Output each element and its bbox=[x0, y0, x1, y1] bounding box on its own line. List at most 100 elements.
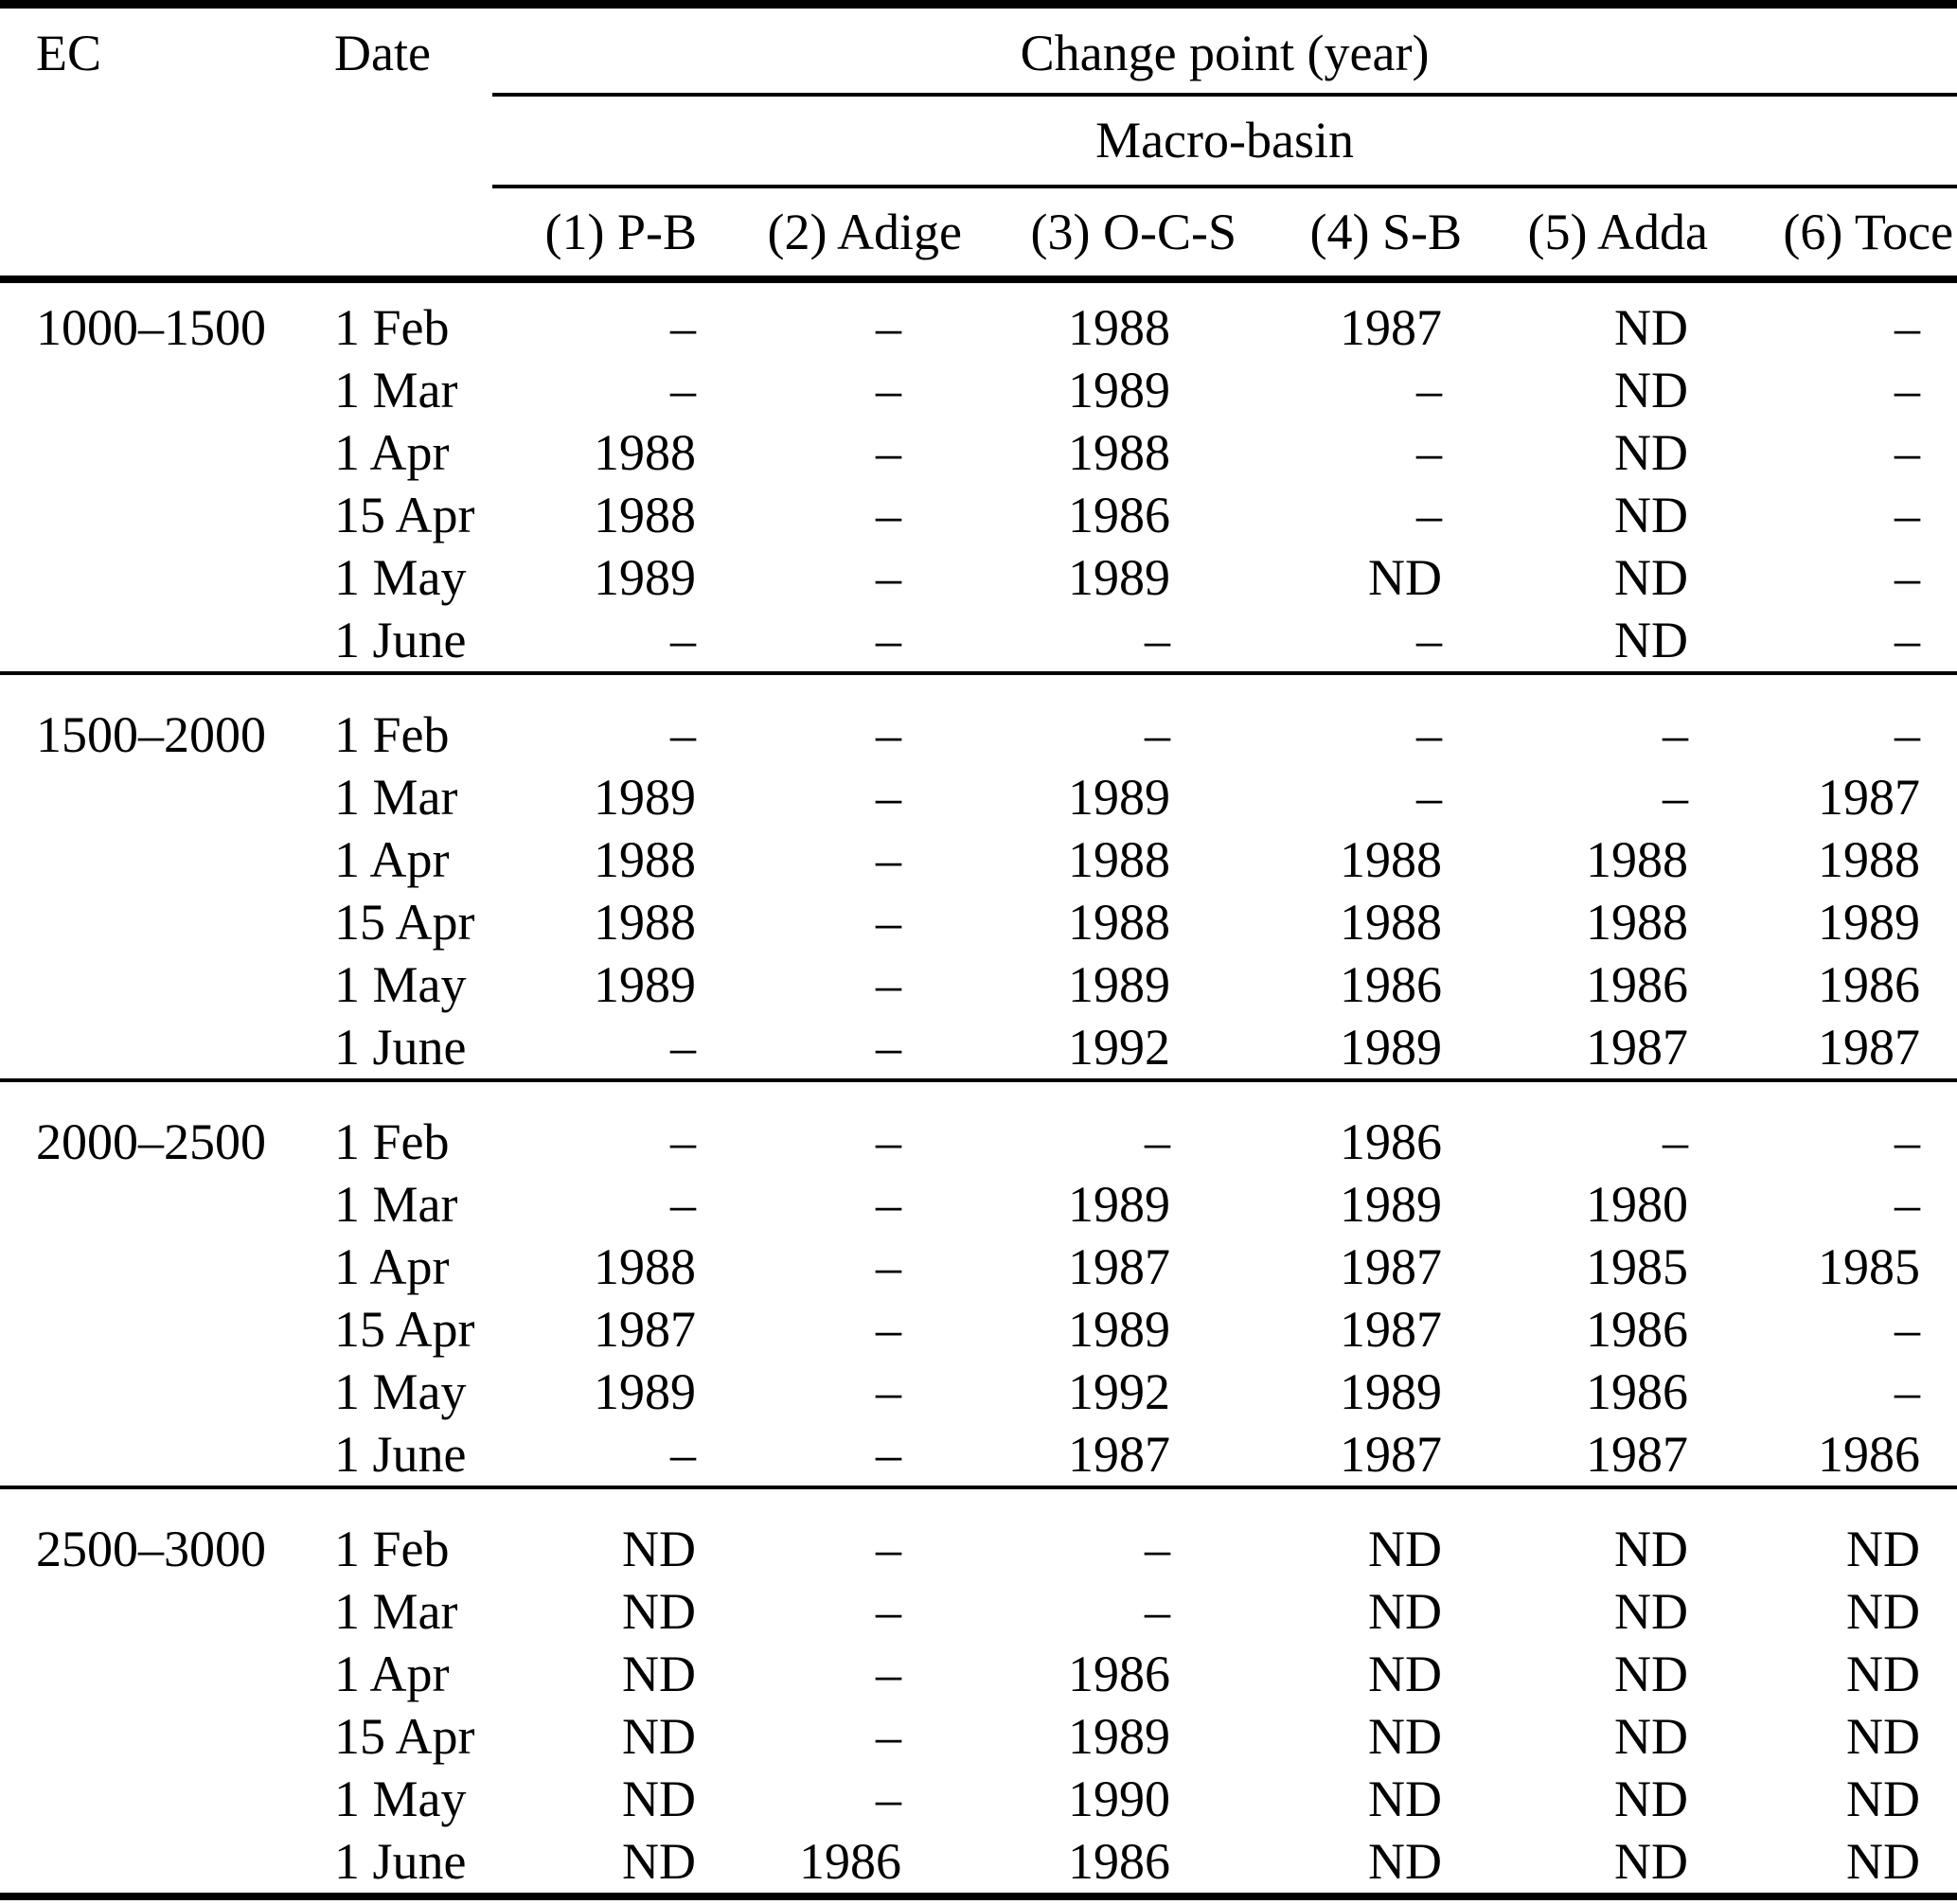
column-header-macro-basin: Macro-basin bbox=[492, 94, 1957, 188]
table-row: 15 Apr 1987 – 1989 1987 1986 – bbox=[0, 1298, 1957, 1361]
column-header-basin-sb: (4) S-B bbox=[1240, 186, 1466, 283]
value-cell: ND bbox=[1846, 1645, 1921, 1702]
value-cell: – bbox=[492, 1077, 701, 1173]
ec-empty-cell bbox=[0, 1768, 334, 1830]
value-cell: ND bbox=[1614, 1582, 1688, 1640]
value-cell: – bbox=[1895, 611, 1921, 668]
date-cell: 15 Apr bbox=[334, 1707, 475, 1765]
value-cell: – bbox=[876, 893, 901, 951]
value-cell: ND bbox=[1368, 548, 1442, 606]
value-cell: 1989 bbox=[1340, 1018, 1442, 1076]
value-cell: 1987 bbox=[1340, 1425, 1442, 1483]
table-row: 1 May 1989 – 1989 1986 1986 1986 bbox=[0, 953, 1957, 1016]
ec-empty-cell bbox=[0, 1423, 334, 1487]
date-cell: 1 Apr bbox=[334, 1237, 450, 1295]
value-cell: 1989 bbox=[594, 768, 696, 826]
column-header-basin-adige: (2) Adige bbox=[701, 186, 966, 283]
value-cell: ND bbox=[1614, 611, 1688, 668]
table-row: 1000–1500 1 Feb – – 1988 1987 ND – bbox=[0, 279, 1957, 359]
value-cell: 1987 bbox=[1340, 1237, 1442, 1295]
value-cell: – bbox=[1145, 611, 1170, 668]
value-cell: 1987 bbox=[1586, 1018, 1688, 1076]
value-cell: 1986 bbox=[1068, 486, 1170, 543]
value-cell: 1988 bbox=[594, 486, 696, 543]
value-cell: – bbox=[1416, 486, 1442, 543]
value-cell: – bbox=[876, 1425, 901, 1483]
value-cell: 1988 bbox=[594, 830, 696, 888]
value-cell: ND bbox=[1614, 548, 1688, 606]
value-cell: – bbox=[1895, 1362, 1921, 1420]
table-row: 1 June – – 1987 1987 1987 1986 bbox=[0, 1423, 1957, 1487]
value-cell: – bbox=[1895, 298, 1921, 356]
value-cell: ND bbox=[492, 1829, 701, 1900]
column-header-basin-toce: (6) Toce bbox=[1712, 186, 1957, 283]
table-row: 2000–2500 1 Feb – – –1986– – bbox=[0, 1077, 1957, 1173]
value-cell: – bbox=[876, 611, 901, 668]
value-cell: ND bbox=[1846, 1582, 1921, 1640]
date-cell: 1 Feb bbox=[334, 298, 450, 356]
header-row-top: EC Date Change point (year) bbox=[0, 0, 1957, 283]
value-cell: – bbox=[1466, 1077, 1712, 1173]
date-cell: 1 May bbox=[334, 1362, 467, 1420]
value-cell: – bbox=[876, 1175, 901, 1233]
value-cell: – bbox=[492, 670, 701, 766]
value-cell: – bbox=[1145, 1582, 1170, 1640]
date-cell: 1 Mar bbox=[334, 361, 458, 418]
ec-range-label: 2500–3000 bbox=[0, 1485, 334, 1580]
ec-empty-cell bbox=[0, 1580, 334, 1643]
value-cell: 1987 bbox=[1818, 1018, 1921, 1076]
date-cell: 1 Mar bbox=[334, 1582, 458, 1640]
value-cell: – bbox=[1663, 768, 1688, 826]
value-cell: 1987 bbox=[1068, 1425, 1170, 1483]
value-cell: 1988 bbox=[594, 1237, 696, 1295]
value-cell: 1988 bbox=[1340, 830, 1442, 888]
value-cell: 1988 bbox=[1068, 298, 1170, 356]
ec-empty-cell bbox=[0, 766, 334, 828]
value-cell: – bbox=[670, 1175, 696, 1233]
value-cell: – bbox=[1416, 361, 1442, 418]
ec-empty-cell bbox=[0, 953, 334, 1016]
value-cell: – bbox=[876, 1362, 901, 1420]
ec-empty-cell bbox=[0, 1298, 334, 1361]
table-row: 1 Mar ND – – ND ND ND bbox=[0, 1580, 1957, 1643]
ec-group-1: 1500–2000 1 Feb – – – – – –1 Mar 1989–1989– –1987… bbox=[0, 670, 1957, 1080]
value-cell: – bbox=[1895, 361, 1921, 418]
header-row-macro-basin: Macro-basin bbox=[0, 94, 1957, 188]
date-cell: 1 June bbox=[334, 1829, 492, 1900]
value-cell: 1992 bbox=[1068, 1362, 1170, 1420]
ec-group-2: 2000–2500 1 Feb – – –1986– –1 Mar – –1989 1989 19… bbox=[0, 1077, 1957, 1487]
value-cell: – bbox=[1416, 611, 1442, 668]
value-cell: ND bbox=[1368, 1707, 1442, 1765]
value-cell: ND bbox=[1712, 1829, 1957, 1900]
value-cell: – bbox=[876, 1770, 901, 1827]
date-cell: 1 Apr bbox=[334, 423, 450, 481]
ec-empty-cell bbox=[0, 1236, 334, 1298]
value-cell: 1989 bbox=[1340, 1175, 1442, 1233]
value-cell: 1989 bbox=[594, 548, 696, 606]
value-cell: 1990 bbox=[1068, 1770, 1170, 1827]
value-cell: – bbox=[701, 1485, 966, 1580]
column-header-ec: EC bbox=[0, 0, 334, 283]
value-cell: – bbox=[876, 955, 901, 1013]
ec-group-3: 2500–3000 1 Feb ND – – ND ND ND 1 Mar ND – – ND ND ND 1… bbox=[0, 1485, 1957, 1900]
value-cell: 1988 bbox=[594, 893, 696, 951]
ec-empty-cell bbox=[0, 1361, 334, 1423]
value-cell: 1989 bbox=[594, 955, 696, 1013]
value-cell: 1980 bbox=[1586, 1175, 1688, 1233]
value-cell: 1985 bbox=[1818, 1237, 1921, 1295]
value-cell: 1989 bbox=[1068, 548, 1170, 606]
value-cell: 1987 bbox=[1340, 1300, 1442, 1358]
value-cell: 1989 bbox=[1068, 955, 1170, 1013]
table-row: 1500–2000 1 Feb – – – – – – bbox=[0, 670, 1957, 766]
value-cell: ND bbox=[1240, 1829, 1466, 1900]
value-cell: 1989 bbox=[1068, 1707, 1170, 1765]
table-row: 1 June – – 1992 1989 1987 1987 bbox=[0, 1016, 1957, 1080]
ec-empty-cell bbox=[0, 828, 334, 891]
value-cell: 1987 bbox=[1068, 1237, 1170, 1295]
value-cell: – bbox=[1466, 670, 1712, 766]
value-cell: 1987 bbox=[1586, 1425, 1688, 1483]
value-cell: 1986 bbox=[1586, 1362, 1688, 1420]
value-cell: – bbox=[876, 830, 901, 888]
value-cell: 1988 bbox=[1586, 893, 1688, 951]
